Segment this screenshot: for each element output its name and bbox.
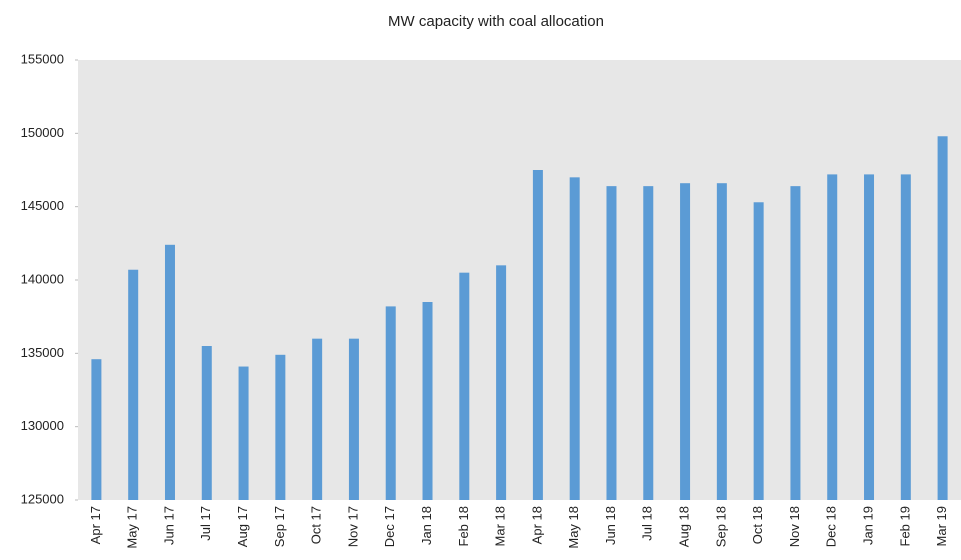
y-tick-label: 130000 (21, 418, 64, 433)
bar (385, 306, 396, 500)
y-tick-label: 150000 (21, 125, 64, 140)
x-tick-label: Jun 18 (603, 506, 618, 545)
bar (91, 359, 102, 500)
x-tick-label: Feb 18 (456, 506, 471, 546)
y-tick-label: 145000 (21, 198, 64, 213)
x-tick-label: Aug 18 (677, 506, 692, 547)
x-tick-label: Jan 18 (419, 506, 434, 545)
x-tick-label: Oct 18 (750, 506, 765, 544)
plot-area (78, 60, 961, 500)
x-tick-label: Apr 18 (529, 506, 544, 544)
bar (680, 183, 691, 500)
bar (238, 366, 249, 500)
bar (937, 136, 948, 500)
x-tick-label: Jan 19 (860, 506, 875, 545)
x-tick-label: Aug 17 (235, 506, 250, 547)
bar (312, 338, 323, 500)
y-tick-label: 135000 (21, 345, 64, 360)
x-tick-label: Jul 17 (198, 506, 213, 541)
x-tick-label: Feb 19 (897, 506, 912, 546)
bar (827, 174, 838, 500)
x-tick-label: Mar 19 (934, 506, 949, 546)
bar (569, 177, 580, 501)
y-tick-label: 125000 (21, 491, 64, 506)
y-tick-label: 140000 (21, 271, 64, 286)
bar (275, 354, 286, 500)
bar (201, 346, 212, 500)
x-tick-label: Nov 18 (787, 506, 802, 547)
x-tick-label: Mar 18 (493, 506, 508, 546)
bar (606, 186, 617, 500)
x-tick-label: Nov 17 (345, 506, 360, 547)
bar (643, 186, 654, 500)
x-tick-label: Jul 18 (640, 506, 655, 541)
x-tick-label: Sep 18 (713, 506, 728, 547)
bar (716, 183, 727, 500)
bar (753, 202, 764, 500)
bar (532, 170, 543, 500)
x-tick-label: Dec 18 (824, 506, 839, 547)
x-tick-label: Dec 17 (382, 506, 397, 547)
bar (459, 272, 470, 500)
bar (864, 174, 875, 500)
x-tick-label: Sep 17 (272, 506, 287, 547)
y-tick-label: 155000 (21, 51, 64, 66)
x-tick-label: May 18 (566, 506, 581, 549)
x-tick-label: Jun 17 (161, 506, 176, 545)
x-tick-label: Apr 17 (88, 506, 103, 544)
bar (790, 186, 801, 500)
bar (422, 302, 433, 500)
x-tick-label: May 17 (125, 506, 140, 549)
chart-title: MW capacity with coal allocation (388, 13, 604, 30)
bar (128, 269, 139, 500)
bar (496, 265, 507, 500)
bar (348, 338, 359, 500)
x-tick-label: Oct 17 (309, 506, 324, 544)
bar (164, 244, 175, 500)
bar (900, 174, 911, 500)
